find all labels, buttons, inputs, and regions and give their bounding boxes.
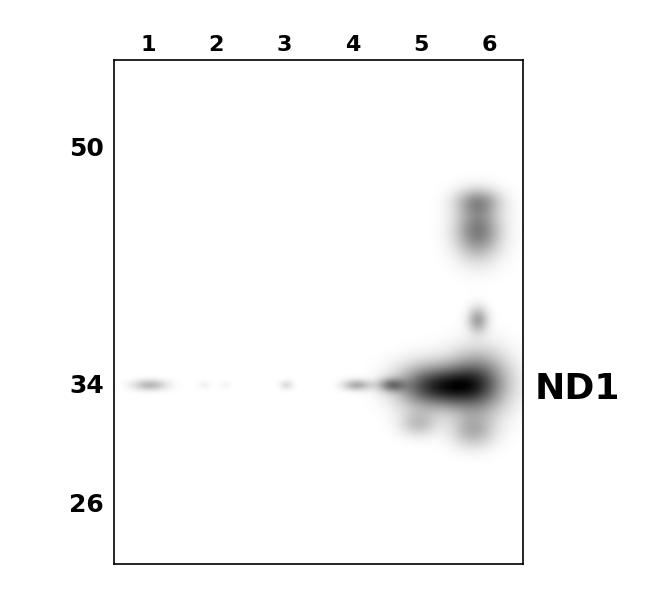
- Text: 3: 3: [277, 35, 292, 55]
- Text: ND1: ND1: [535, 372, 621, 406]
- Text: 50: 50: [69, 137, 104, 161]
- Text: 1: 1: [140, 35, 155, 55]
- Text: 6: 6: [482, 35, 497, 55]
- Text: 4: 4: [345, 35, 360, 55]
- Text: 26: 26: [70, 493, 104, 517]
- Text: 2: 2: [209, 35, 224, 55]
- Text: 5: 5: [413, 35, 428, 55]
- Text: 34: 34: [70, 374, 104, 398]
